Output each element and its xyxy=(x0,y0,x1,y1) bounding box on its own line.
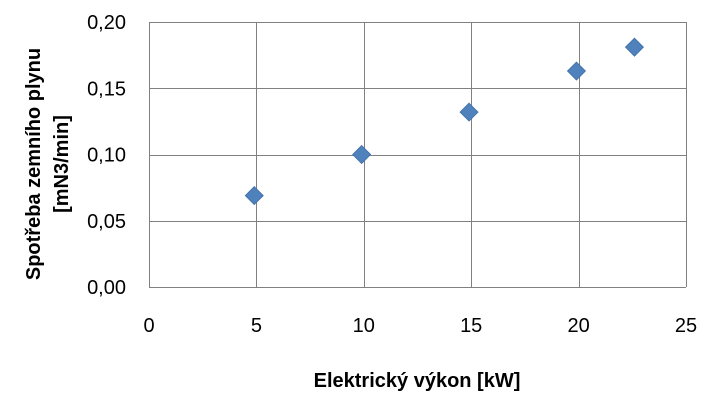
data-point xyxy=(352,144,372,165)
data-point xyxy=(244,186,264,206)
x-tick-label: 0 xyxy=(143,315,154,337)
y-tick-label: 0,15 xyxy=(87,78,126,100)
y-tick-label: 0,10 xyxy=(87,145,126,167)
data-point xyxy=(624,37,645,57)
y-axis-title-group: Spotřeba zemního plynu xyxy=(23,48,45,280)
x-tick-label: 10 xyxy=(353,315,375,337)
y-tick-label: 0,20 xyxy=(87,12,126,34)
x-tick-label: 25 xyxy=(675,315,697,337)
data-point xyxy=(566,61,587,81)
data-point xyxy=(459,102,479,122)
y-axis-title-line-1: Spotřeba zemního plynu xyxy=(23,48,45,280)
y-axis-title-line-2: [mN3/min] xyxy=(51,115,73,213)
y-axis-title-group-2: [mN3/min] xyxy=(51,115,73,213)
x-tick-label: 20 xyxy=(567,315,589,337)
x-tick-label: 5 xyxy=(251,315,262,337)
x-tick-label: 15 xyxy=(460,315,482,337)
grid xyxy=(149,22,687,288)
tick-labels: 0 5 10 15 20 25 0,00 0,05 0,10 0,15 0,20 xyxy=(87,12,697,337)
data-points xyxy=(244,37,645,206)
y-tick-label: 0,05 xyxy=(87,211,126,233)
x-axis-title: Elektrický výkon [kW] xyxy=(314,370,521,392)
y-tick-label: 0,00 xyxy=(87,277,126,299)
